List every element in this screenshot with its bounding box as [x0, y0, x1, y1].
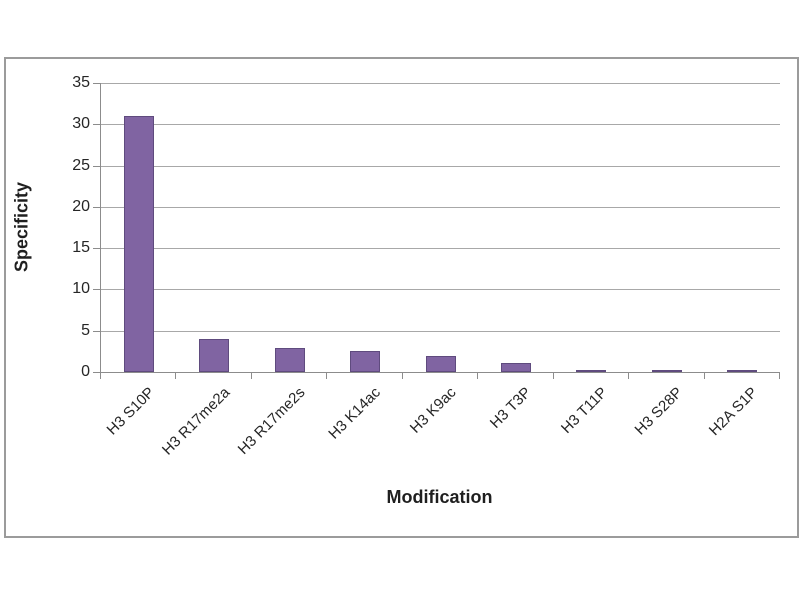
gridline: [101, 124, 780, 126]
y-tick-label: 15: [72, 239, 90, 257]
y-axis-tick: [93, 165, 100, 167]
x-tick-label: H3 S28P: [631, 384, 686, 439]
bar: [727, 369, 758, 372]
gridline: [101, 165, 780, 167]
x-tick-label: H3 T3P: [487, 384, 535, 432]
plot-area: [100, 83, 780, 373]
gridline: [101, 248, 780, 250]
y-axis-tick: [93, 248, 100, 250]
x-axis-tick: [552, 373, 554, 379]
bar: [123, 116, 154, 372]
x-axis-tick: [477, 373, 479, 379]
x-tick-label: H3 K14ac: [325, 384, 385, 443]
x-axis-tick: [401, 373, 403, 379]
x-axis-tick: [628, 373, 630, 379]
y-axis-title: Specificity: [11, 181, 32, 273]
bar: [350, 351, 381, 372]
x-axis-tick: [779, 373, 780, 379]
chart-frame: Specificity 0 5 10 15 20 25 30 35 H3 S10P H3 R17…: [4, 57, 799, 538]
x-tick-label: H3 T11P: [557, 384, 611, 437]
y-axis-tick: [93, 289, 100, 291]
y-axis-tick: [93, 372, 100, 373]
x-tick-label: H3 R17me2s: [234, 384, 309, 458]
x-axis-tick: [175, 373, 177, 379]
x-axis-title: Modification: [386, 487, 493, 507]
y-axis-tick: [93, 330, 100, 332]
bar: [425, 356, 456, 372]
x-axis-tick: [100, 373, 101, 379]
y-tick-label: 35: [72, 74, 90, 91]
bar: [274, 348, 305, 372]
bar: [576, 369, 607, 372]
y-tick-label: 10: [72, 280, 90, 298]
x-axis-tick: [326, 373, 328, 379]
y-tick-label: 0: [81, 363, 90, 380]
bar: [651, 369, 682, 372]
y-tick-label: 5: [81, 321, 90, 339]
y-tick-label: 20: [72, 197, 90, 215]
gridline: [101, 206, 780, 208]
y-tick-label: 25: [72, 156, 90, 174]
x-tick-label: H2A S1P: [706, 384, 762, 440]
y-tick-label: 30: [72, 115, 90, 133]
gridline: [101, 83, 780, 84]
bar: [199, 338, 230, 372]
gridline: [101, 330, 780, 332]
x-axis-tick: [250, 373, 252, 379]
x-tick-label: H3 R17me2a: [158, 384, 234, 459]
y-axis-tick: [93, 83, 100, 84]
x-axis-tick: [703, 373, 705, 379]
gridline: [101, 289, 780, 291]
y-axis-tick: [93, 124, 100, 126]
y-axis-tick: [93, 206, 100, 208]
bar: [500, 362, 531, 372]
x-tick-label: H3 K9ac: [406, 384, 460, 437]
x-tick-label: H3 S10P: [103, 384, 158, 439]
